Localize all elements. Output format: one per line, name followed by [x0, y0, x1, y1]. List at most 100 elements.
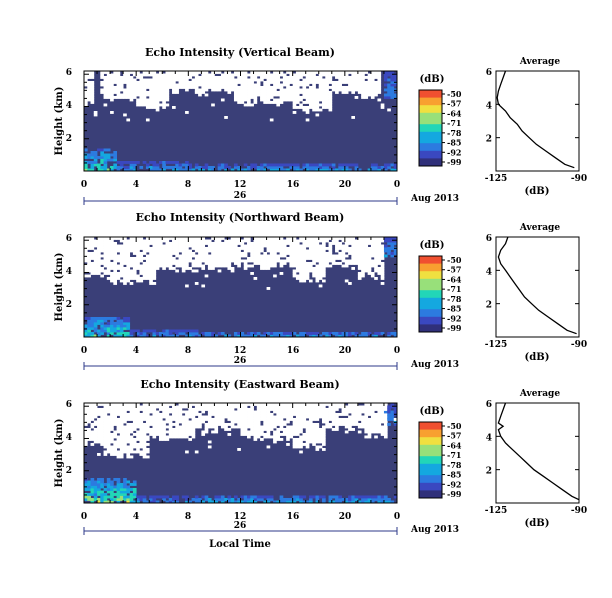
colorbar-swatch: [419, 282, 442, 287]
heatmap-cell: [237, 423, 241, 426]
xtick-label: 16: [287, 180, 300, 190]
heatmap-cell: [158, 239, 163, 243]
heatmap-cell: [100, 242, 104, 245]
heatmap-cell: [194, 282, 199, 285]
heatmap-cell: [260, 425, 264, 429]
heatmap-cell: [341, 408, 346, 411]
x-axis-label: Local Time: [209, 539, 271, 550]
colorbar: -50-57-64-71-78-85-92-99: [418, 89, 462, 167]
heatmap-cell: [247, 410, 251, 414]
heatmap-cell: [162, 161, 166, 164]
heatmap-cell: [172, 242, 176, 245]
heatmap-cell: [110, 252, 114, 255]
heatmap-cell: [233, 495, 238, 499]
heatmap-cell: [315, 272, 320, 275]
heatmap-cell: [175, 334, 179, 338]
heatmap-cell: [97, 148, 101, 152]
heatmap-cell: [260, 78, 264, 82]
heatmap-cell: [172, 166, 176, 169]
heatmap-cell: [315, 168, 320, 172]
heatmap-cell: [233, 252, 238, 255]
heatmap-cell: [315, 166, 320, 169]
heatmap-cell: [250, 498, 254, 501]
heatmap-cell: [165, 420, 170, 424]
heatmap-cell: [129, 244, 134, 248]
heatmap-cell: [273, 410, 277, 414]
heatmap-cell: [387, 237, 391, 240]
heatmap-cell: [308, 495, 313, 499]
heatmap-cell: [126, 455, 131, 459]
heatmap-cell: [132, 247, 137, 250]
heatmap-cell: [217, 78, 222, 82]
heatmap-cell: [279, 88, 284, 92]
heatmap-cell: [243, 334, 248, 338]
heatmap-cell: [106, 440, 111, 444]
heatmap-cell: [220, 262, 225, 265]
heatmap-cell: [318, 247, 323, 250]
colorbar-swatch: [419, 309, 442, 314]
heatmap-cell: [90, 252, 95, 255]
heatmap-cell: [370, 334, 375, 338]
heatmap-cell: [110, 405, 114, 409]
heatmap-cell: [194, 91, 199, 94]
heatmap-cell: [377, 495, 382, 499]
heatmap-cell: [393, 410, 398, 414]
heatmap-cell: [348, 242, 352, 245]
heatmap-cell: [344, 262, 349, 265]
heatmap-cell: [279, 403, 284, 406]
heatmap-cell: [341, 86, 346, 89]
heatmap-cell: [145, 93, 150, 97]
heatmap-cell: [84, 73, 88, 77]
heatmap-cell: [214, 88, 219, 92]
heatmap-cell: [344, 249, 349, 253]
heatmap-cell: [220, 403, 225, 406]
heatmap-cell: [220, 405, 225, 409]
heatmap-cell: [250, 425, 254, 429]
heatmap-cell: [116, 166, 121, 169]
heatmap-cell: [220, 415, 225, 419]
heatmap-cell: [338, 71, 342, 74]
heatmap-cell: [292, 269, 297, 273]
heatmap-cell: [119, 163, 124, 167]
heatmap-cell: [165, 93, 170, 97]
heatmap-cell: [387, 239, 391, 243]
heatmap-cell: [106, 410, 111, 414]
heatmap-cell: [168, 78, 173, 82]
heatmap-cell: [335, 405, 339, 409]
heatmap-cell: [338, 332, 342, 335]
heatmap-cell: [250, 103, 254, 107]
heatmap-cell: [370, 168, 375, 172]
heatmap-cell: [312, 438, 316, 441]
heatmap-cell: [305, 93, 310, 97]
heatmap-cell: [168, 81, 173, 84]
heatmap-cell: [181, 168, 186, 172]
heatmap-cell: [322, 244, 326, 248]
heatmap-cell: [106, 254, 111, 258]
heatmap-cell: [302, 500, 307, 504]
heatmap-cell: [106, 317, 111, 320]
heatmap-cell: [103, 433, 108, 436]
heatmap-cell: [289, 264, 294, 268]
heatmap-cell: [207, 410, 212, 414]
heatmap-cell: [162, 106, 166, 109]
heatmap-cell: [299, 410, 303, 414]
heatmap-cell: [198, 249, 202, 253]
heatmap-cell: [282, 254, 287, 258]
heatmap-cell: [302, 264, 307, 268]
heatmap-cell: [87, 317, 91, 320]
heatmap-cell: [286, 334, 290, 338]
heatmap-cell: [312, 93, 316, 97]
heatmap-cell: [211, 405, 215, 409]
heatmap-cell: [87, 334, 91, 338]
heatmap-cell: [263, 435, 267, 439]
heatmap-cell: [113, 410, 117, 414]
heatmap-cell: [367, 405, 372, 409]
heatmap-cell: [201, 430, 206, 434]
heatmap-cell: [286, 86, 290, 89]
heatmap-cell: [344, 237, 349, 240]
heatmap-cell: [233, 405, 238, 409]
heatmap-cell: [344, 410, 349, 414]
heatmap-cell: [260, 98, 264, 102]
heatmap-cell: [165, 242, 170, 245]
heatmap-cell: [357, 274, 362, 278]
